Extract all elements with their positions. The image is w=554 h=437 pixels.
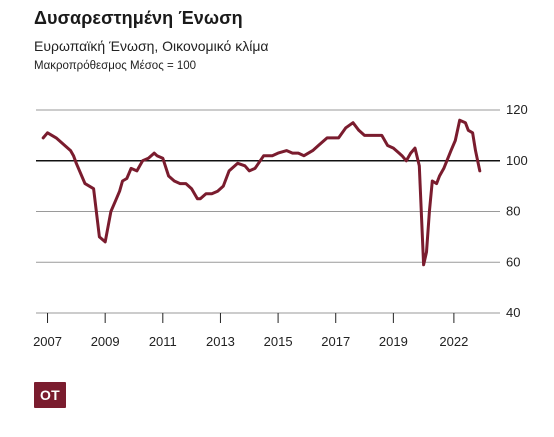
x-tick-label: 2022: [439, 334, 468, 349]
y-axis: 40 60 80 100 120: [506, 102, 528, 320]
y-tick-label: 80: [506, 204, 520, 219]
x-tick-label: 2009: [91, 334, 120, 349]
economic-sentiment-line: [41, 118, 482, 267]
x-tick-label: 2007: [33, 334, 62, 349]
x-tick-label: 2019: [379, 334, 408, 349]
y-tick-label: 60: [506, 254, 520, 269]
y-tick-label: 40: [506, 305, 520, 320]
grid-lines: [36, 109, 500, 314]
x-tick-label: 2017: [321, 334, 350, 349]
x-tick-label: 2013: [206, 334, 235, 349]
series-lines: [41, 118, 482, 267]
chart-subtitle: Ευρωπαϊκή Ένωση, Οικονομικό κλίμα: [34, 38, 269, 54]
chart-note: Μακροπρόθεσμος Μέσος = 100: [34, 60, 197, 72]
ot-logo: ΟΤ: [34, 382, 66, 408]
x-tick-label: 2011: [149, 334, 177, 349]
y-tick-label: 120: [506, 102, 528, 117]
x-tick-label: 2015: [264, 334, 293, 349]
y-tick-label: 100: [506, 153, 528, 168]
chart-title: Δυσαρεστημένη Ένωση: [34, 8, 243, 28]
x-axis: 2007 2009 2011 2013 2015 2017 2019 2022: [33, 313, 468, 349]
